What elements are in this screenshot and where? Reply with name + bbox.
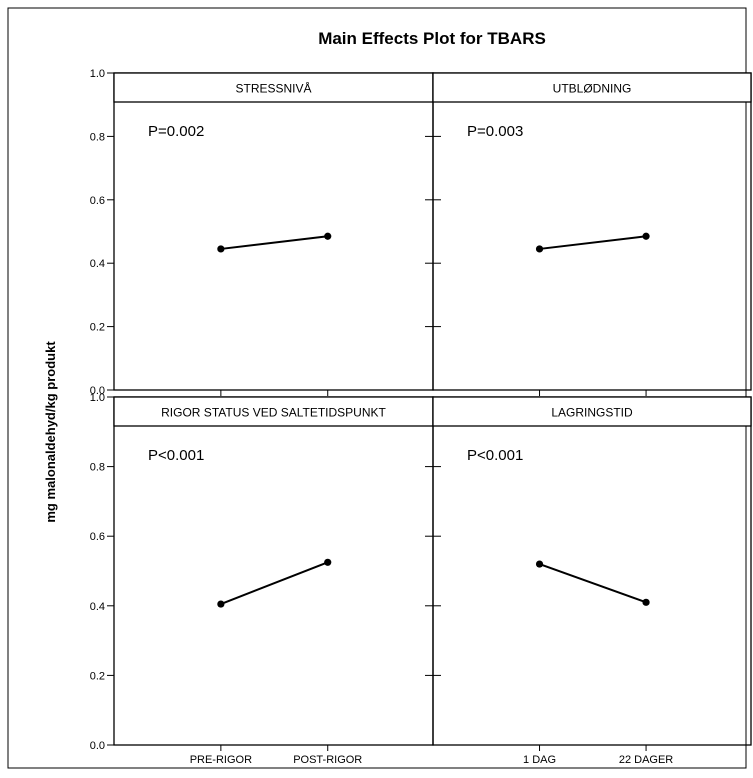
p-value-label: P<0.001 <box>148 447 204 464</box>
panel-title: STRESSNIVÅ <box>235 81 311 96</box>
p-value-label: P=0.002 <box>148 123 204 140</box>
y-tick-label: 0.6 <box>90 531 105 543</box>
series-line <box>220 235 328 250</box>
y-tick-label: 0.2 <box>90 322 105 334</box>
y-tick-label: 0.8 <box>90 131 105 143</box>
data-point <box>535 560 544 568</box>
x-tick-label: 22 DAGER <box>619 754 673 766</box>
data-point <box>217 245 225 253</box>
data-point <box>324 232 332 240</box>
x-tick-label: 1 DAG <box>523 754 556 766</box>
panel-header <box>432 396 752 427</box>
chart-title: Main Effects Plot for TBARS <box>318 29 546 48</box>
y-tick-label: 1.0 <box>90 392 105 404</box>
x-tick-label: PRE-RIGOR <box>190 754 252 766</box>
figure-frame <box>7 7 747 769</box>
data-point <box>642 598 650 606</box>
panel-title: LAGRINGSTID <box>551 406 633 420</box>
y-tick-label: 0.0 <box>90 385 105 397</box>
y-axis-label: mg malonaldehyd/kg produkt <box>43 341 58 523</box>
y-tick-label: 0.8 <box>90 462 105 474</box>
data-point <box>642 232 650 240</box>
y-tick-label: 0.2 <box>90 670 105 682</box>
series-line <box>539 235 647 250</box>
data-point <box>535 245 544 253</box>
data-point <box>324 558 332 566</box>
panel-title: RIGOR STATUS VED SALTETIDSPUNKT <box>161 406 386 420</box>
series-line <box>539 563 647 604</box>
data-point <box>217 600 225 608</box>
panel-header <box>113 72 434 103</box>
series-line <box>220 561 329 605</box>
panels-group: STRESSNIVÅP=0.0020.00.20.40.60.81.0LAVTH… <box>90 68 752 766</box>
x-tick-label: POST-RIGOR <box>293 754 362 766</box>
panel-title: UTBLØDNING <box>553 82 632 96</box>
panel-header <box>432 72 752 103</box>
y-tick-label: 0.4 <box>90 258 105 270</box>
y-tick-label: 0.4 <box>90 601 105 613</box>
p-value-label: P=0.003 <box>467 123 523 140</box>
y-tick-label: 0.0 <box>90 740 105 752</box>
y-tick-label: 1.0 <box>90 68 105 80</box>
y-tick-label: 0.6 <box>90 195 105 207</box>
p-value-label: P<0.001 <box>467 447 523 464</box>
